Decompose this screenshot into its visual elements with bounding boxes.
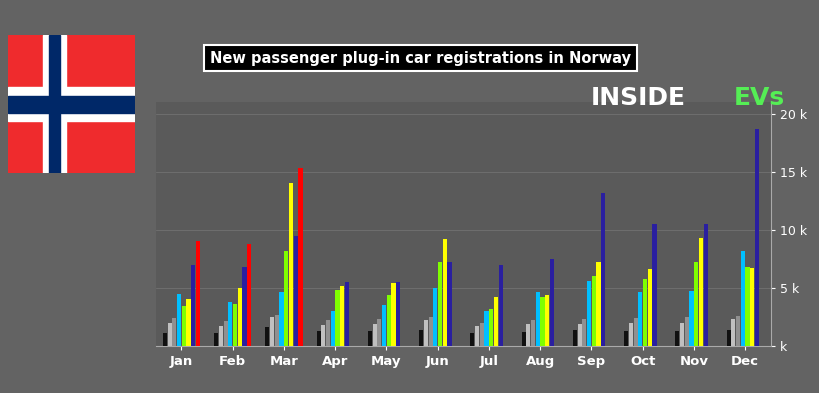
Bar <box>224 321 228 346</box>
Bar <box>265 327 269 346</box>
Bar <box>550 259 554 346</box>
Bar <box>545 295 549 346</box>
Bar <box>479 323 483 346</box>
Bar <box>284 251 288 346</box>
Bar <box>340 285 344 346</box>
Bar <box>196 241 200 346</box>
Text: INSIDE: INSIDE <box>590 86 685 110</box>
Bar <box>489 309 493 346</box>
Bar <box>279 292 283 346</box>
Bar <box>228 302 232 346</box>
Bar <box>698 238 702 346</box>
Bar <box>163 333 167 346</box>
Bar <box>493 297 497 346</box>
Bar <box>600 193 604 346</box>
Bar <box>744 267 749 346</box>
Bar <box>437 262 441 346</box>
Bar <box>345 282 349 346</box>
Bar <box>233 304 237 346</box>
Bar <box>581 319 586 346</box>
Bar <box>8 87 135 121</box>
Bar <box>382 305 386 346</box>
Bar <box>377 319 381 346</box>
Bar <box>679 323 683 346</box>
Bar <box>247 244 251 346</box>
Bar <box>628 323 632 346</box>
Bar <box>177 294 181 346</box>
Bar <box>540 297 544 346</box>
Bar <box>442 239 446 346</box>
Bar <box>396 282 400 346</box>
Bar <box>293 236 297 346</box>
Bar <box>372 324 376 346</box>
Bar <box>754 129 758 346</box>
Bar <box>423 320 428 346</box>
Bar <box>391 283 395 346</box>
Bar <box>326 320 330 346</box>
Bar <box>577 324 581 346</box>
Bar <box>238 288 242 346</box>
Bar <box>740 251 744 346</box>
Text: New passenger plug-in car registrations in Norway: New passenger plug-in car registrations … <box>210 51 630 66</box>
Bar <box>647 269 651 346</box>
Bar <box>335 290 339 346</box>
Bar <box>623 331 627 346</box>
Bar <box>642 279 646 346</box>
Bar <box>470 333 474 346</box>
Bar <box>484 311 488 346</box>
Bar <box>172 318 176 346</box>
Bar <box>419 330 423 346</box>
Bar <box>726 330 730 346</box>
Bar <box>214 333 218 346</box>
Bar <box>731 319 735 346</box>
Bar <box>274 314 278 346</box>
Bar <box>387 295 391 346</box>
Bar <box>684 317 688 346</box>
Bar <box>48 35 60 173</box>
Bar <box>735 316 740 346</box>
Bar <box>526 324 530 346</box>
Bar <box>219 326 223 346</box>
Bar <box>167 323 171 346</box>
Bar <box>8 95 135 113</box>
Bar <box>703 224 707 346</box>
Text: EVs: EVs <box>733 86 784 110</box>
Bar <box>694 262 698 346</box>
Bar <box>182 307 186 346</box>
Bar <box>269 317 274 346</box>
Bar <box>321 325 325 346</box>
Bar <box>689 291 693 346</box>
Bar <box>749 268 753 346</box>
Bar <box>447 262 451 346</box>
Bar <box>191 264 195 346</box>
Bar <box>474 326 478 346</box>
Bar <box>595 262 600 346</box>
Bar <box>531 320 535 346</box>
Bar <box>43 35 66 173</box>
Bar <box>637 292 641 346</box>
Bar <box>316 331 320 346</box>
Bar <box>498 264 502 346</box>
Bar <box>186 299 190 346</box>
Bar <box>330 311 334 346</box>
Bar <box>535 292 539 346</box>
Bar <box>288 184 292 346</box>
Bar <box>633 318 637 346</box>
Bar <box>432 288 437 346</box>
Bar <box>428 317 432 346</box>
Bar <box>298 168 302 346</box>
Bar <box>572 330 577 346</box>
Bar <box>675 331 679 346</box>
Bar <box>242 267 247 346</box>
Bar <box>591 276 595 346</box>
Bar <box>521 332 525 346</box>
Bar <box>652 224 656 346</box>
Bar <box>586 281 590 346</box>
Bar <box>368 331 372 346</box>
